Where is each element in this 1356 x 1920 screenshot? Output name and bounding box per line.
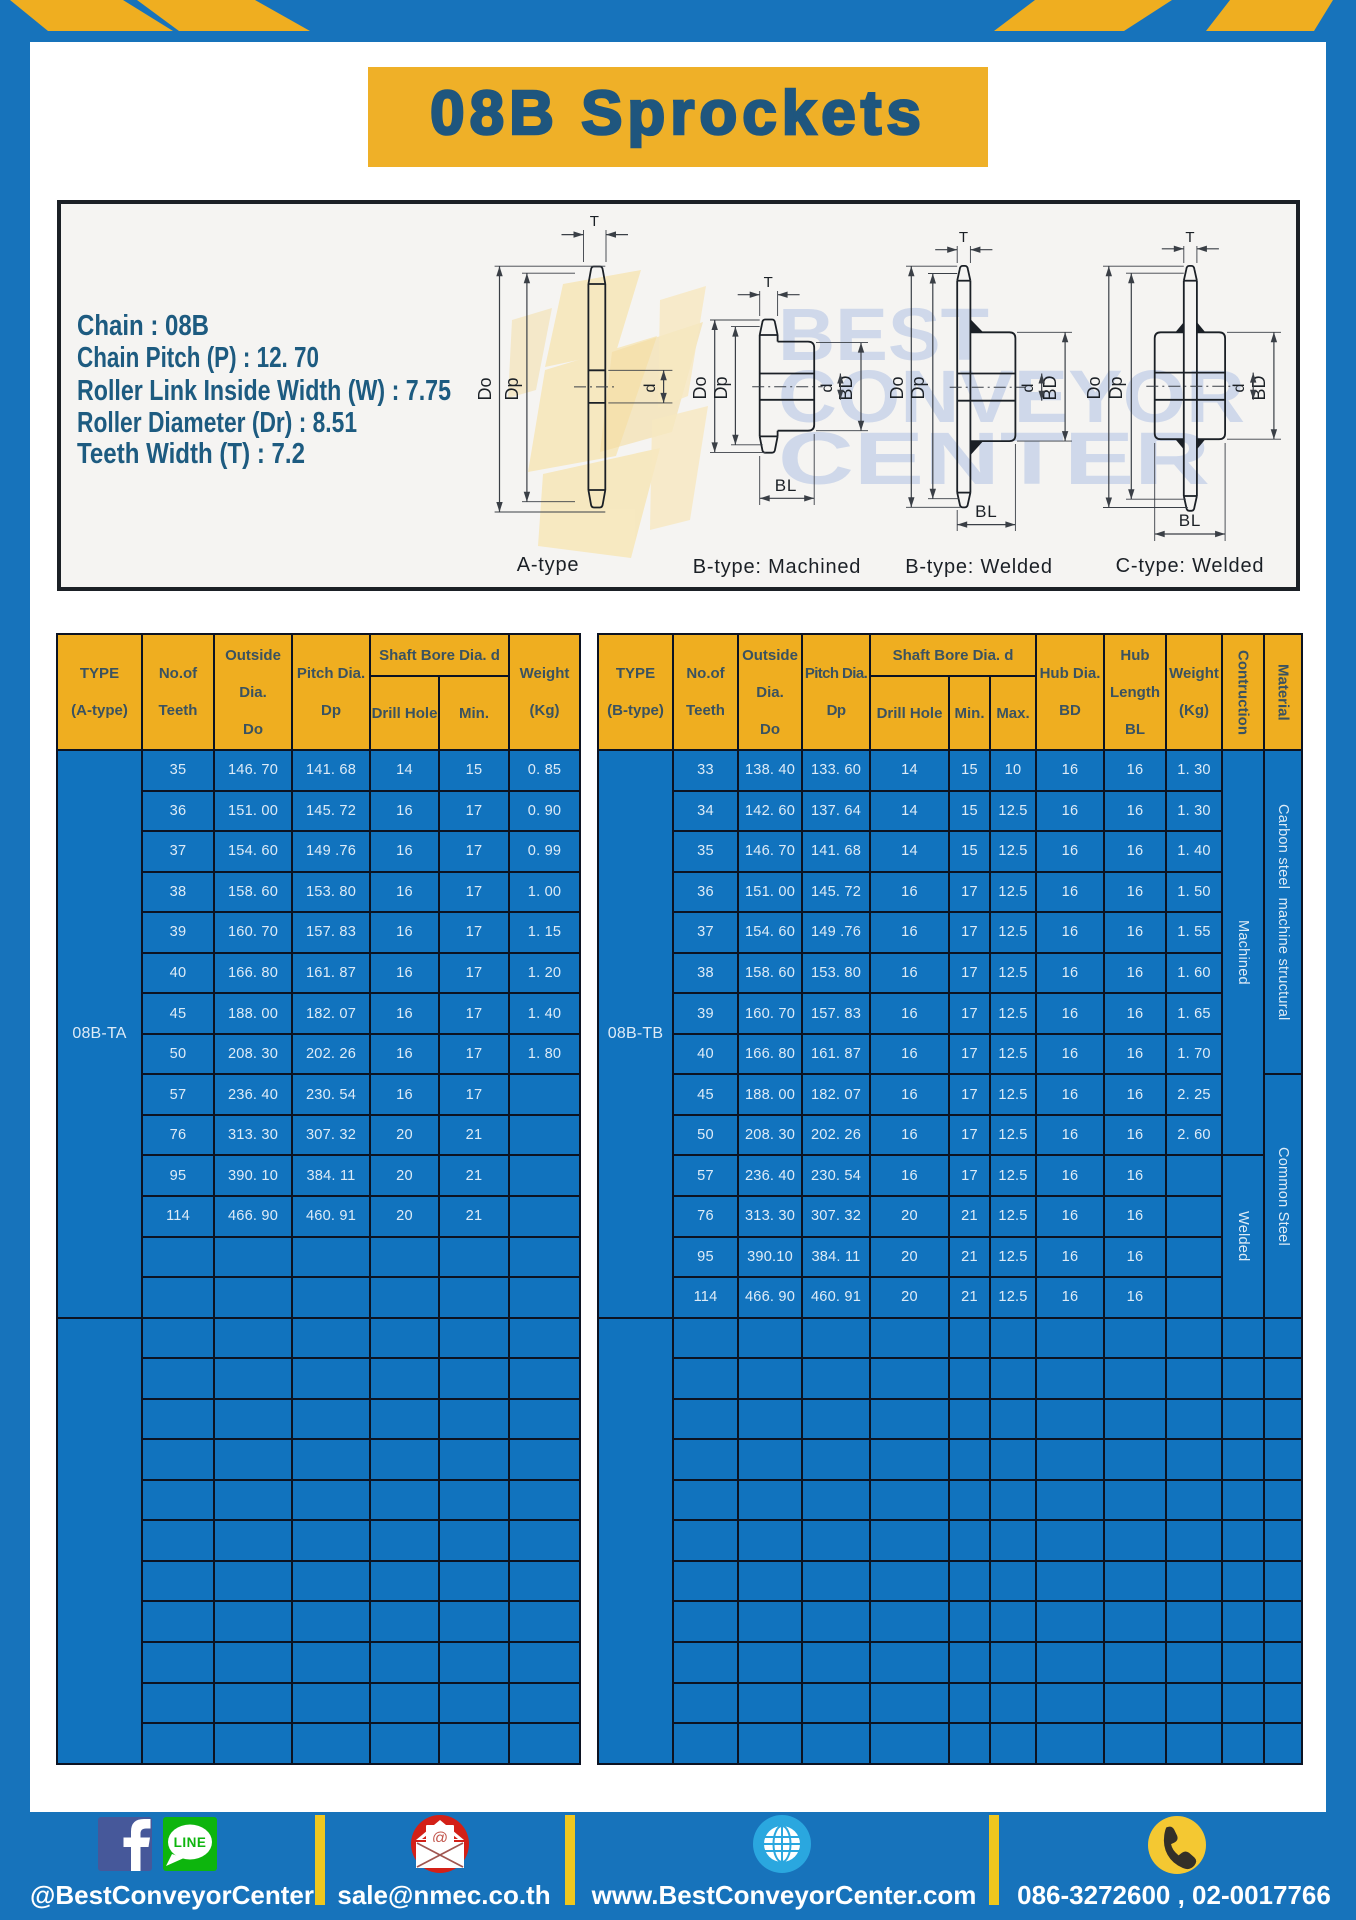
svg-text:BL: BL [1179, 511, 1201, 530]
svg-text:T: T [590, 213, 600, 230]
svg-text:Dp: Dp [1106, 376, 1126, 399]
svg-text:Dp: Dp [502, 377, 522, 400]
svg-text:Dp: Dp [711, 376, 731, 399]
svg-text:CONVEYOR: CONVEYOR [778, 355, 1245, 438]
svg-text:C-type: Welded: C-type: Welded [1116, 555, 1265, 577]
svg-text:d: d [1020, 384, 1037, 393]
svg-text:Do: Do [690, 376, 710, 399]
svg-text:Do: Do [887, 376, 907, 399]
svg-text:Roller Link Inside Width (W) :: Roller Link Inside Width (W) : 7.75 [77, 375, 451, 407]
svg-text:d: d [642, 384, 659, 393]
svg-text:T: T [764, 274, 774, 291]
svg-text:B-type: Welded: B-type: Welded [905, 556, 1053, 578]
svg-text:Dp: Dp [908, 376, 928, 399]
svg-text:CENTER: CENTER [778, 417, 1210, 500]
svg-text:Teeth Width (T) : 7.2: Teeth Width (T) : 7.2 [77, 438, 305, 470]
svg-text:d: d [819, 384, 836, 393]
svg-text:Roller Diameter (Dr) : 8.51: Roller Diameter (Dr) : 8.51 [77, 407, 357, 439]
svg-text:Do: Do [475, 377, 495, 400]
svg-text:LINE: LINE [174, 1835, 207, 1850]
svg-text:d: d [1231, 384, 1248, 393]
svg-text:Chain : 08B: Chain : 08B [77, 310, 209, 342]
svg-text:BD: BD [1040, 375, 1060, 400]
svg-text:B-type: Machined: B-type: Machined [693, 556, 861, 578]
svg-text:Chain Pitch (P) : 12. 70: Chain Pitch (P) : 12. 70 [77, 342, 319, 374]
svg-text:Do: Do [1084, 376, 1104, 399]
svg-text:T: T [1185, 229, 1195, 246]
svg-text:BL: BL [775, 476, 797, 495]
svg-text:BL: BL [975, 502, 997, 521]
svg-text:A-type: A-type [517, 554, 580, 576]
svg-text:BEST: BEST [778, 293, 989, 376]
svg-text:T: T [959, 229, 969, 246]
